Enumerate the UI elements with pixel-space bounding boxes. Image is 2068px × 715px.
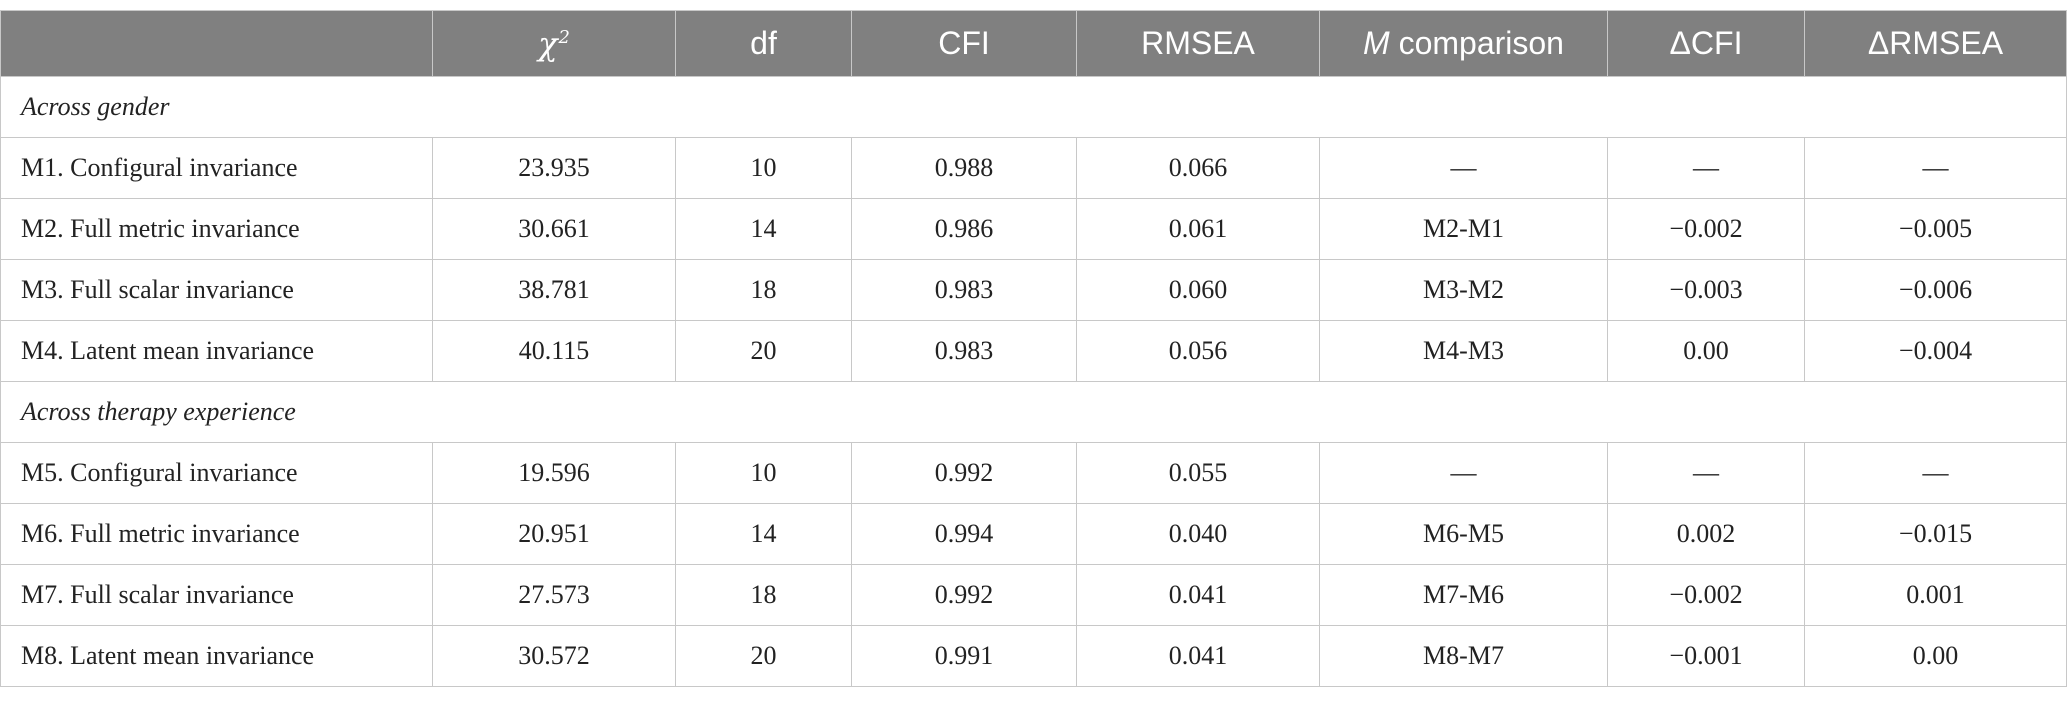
df-cell: 14 bbox=[675, 503, 852, 565]
section-row-gender: Across gender bbox=[0, 76, 2067, 138]
comparison-cell: — bbox=[1319, 442, 1608, 504]
model-cell: M5. Configural invariance bbox=[0, 442, 433, 504]
rmsea-cell: 0.060 bbox=[1076, 259, 1320, 321]
model-cell: M1. Configural invariance bbox=[0, 137, 433, 199]
delta-rmsea-cell: −0.004 bbox=[1804, 320, 2067, 382]
model-cell: M7. Full scalar invariance bbox=[0, 564, 433, 626]
chi2-cell: 40.115 bbox=[432, 320, 676, 382]
comparison-cell: M2-M1 bbox=[1319, 198, 1608, 260]
rmsea-cell: 0.041 bbox=[1076, 564, 1320, 626]
header-comparison-text: comparison bbox=[1389, 25, 1564, 61]
chi2-cell: 30.661 bbox=[432, 198, 676, 260]
table-row: M4. Latent mean invariance 40.115 20 0.9… bbox=[0, 320, 2067, 382]
delta-rmsea-cell: −0.006 bbox=[1804, 259, 2067, 321]
rmsea-cell: 0.040 bbox=[1076, 503, 1320, 565]
cfi-cell: 0.986 bbox=[851, 198, 1077, 260]
table-header: χ2 df CFI RMSEA M comparison ΔCFI ΔRMSEA bbox=[0, 10, 2067, 77]
header-delta-rmsea: ΔRMSEA bbox=[1804, 10, 2067, 77]
table-row: M5. Configural invariance 19.596 10 0.99… bbox=[0, 442, 2067, 504]
rmsea-cell: 0.066 bbox=[1076, 137, 1320, 199]
delta-cfi-cell: — bbox=[1607, 442, 1805, 504]
chi-exponent: 2 bbox=[558, 26, 570, 48]
delta-rmsea-cell: −0.015 bbox=[1804, 503, 2067, 565]
df-cell: 10 bbox=[675, 137, 852, 199]
chi2-cell: 30.572 bbox=[432, 625, 676, 687]
section-row-therapy: Across therapy experience bbox=[0, 381, 2067, 443]
chi-symbol: χ bbox=[538, 24, 558, 63]
section-title: Across gender bbox=[0, 76, 2067, 138]
df-cell: 20 bbox=[675, 625, 852, 687]
rmsea-cell: 0.055 bbox=[1076, 442, 1320, 504]
chi2-cell: 19.596 bbox=[432, 442, 676, 504]
delta-cfi-cell: −0.002 bbox=[1607, 564, 1805, 626]
comparison-cell: M6-M5 bbox=[1319, 503, 1608, 565]
table-row: M7. Full scalar invariance 27.573 18 0.9… bbox=[0, 564, 2067, 626]
rmsea-cell: 0.061 bbox=[1076, 198, 1320, 260]
comparison-cell: M8-M7 bbox=[1319, 625, 1608, 687]
delta-cfi-cell: 0.00 bbox=[1607, 320, 1805, 382]
model-cell: M8. Latent mean invariance bbox=[0, 625, 433, 687]
delta-rmsea-cell: — bbox=[1804, 137, 2067, 199]
cfi-cell: 0.994 bbox=[851, 503, 1077, 565]
model-cell: M4. Latent mean invariance bbox=[0, 320, 433, 382]
table-body: Across gender M1. Configural invariance … bbox=[0, 76, 2067, 687]
delta-cfi-cell: −0.003 bbox=[1607, 259, 1805, 321]
section-title: Across therapy experience bbox=[0, 381, 2067, 443]
header-row: χ2 df CFI RMSEA M comparison ΔCFI ΔRMSEA bbox=[0, 10, 2067, 77]
header-chi-square: χ2 bbox=[432, 10, 676, 77]
delta-cfi-cell: −0.001 bbox=[1607, 625, 1805, 687]
chi2-cell: 27.573 bbox=[432, 564, 676, 626]
cfi-cell: 0.983 bbox=[851, 259, 1077, 321]
table-row: M3. Full scalar invariance 38.781 18 0.9… bbox=[0, 259, 2067, 321]
header-cfi: CFI bbox=[851, 10, 1077, 77]
df-cell: 10 bbox=[675, 442, 852, 504]
comparison-cell: M3-M2 bbox=[1319, 259, 1608, 321]
table-row: M1. Configural invariance 23.935 10 0.98… bbox=[0, 137, 2067, 199]
rmsea-cell: 0.056 bbox=[1076, 320, 1320, 382]
chi2-cell: 38.781 bbox=[432, 259, 676, 321]
header-df: df bbox=[675, 10, 852, 77]
cfi-cell: 0.988 bbox=[851, 137, 1077, 199]
table-row: M6. Full metric invariance 20.951 14 0.9… bbox=[0, 503, 2067, 565]
header-stub bbox=[0, 10, 433, 77]
delta-cfi-cell: 0.002 bbox=[1607, 503, 1805, 565]
chi2-cell: 23.935 bbox=[432, 137, 676, 199]
df-cell: 20 bbox=[675, 320, 852, 382]
df-cell: 14 bbox=[675, 198, 852, 260]
delta-cfi-cell: — bbox=[1607, 137, 1805, 199]
comparison-cell: M7-M6 bbox=[1319, 564, 1608, 626]
table-row: M2. Full metric invariance 30.661 14 0.9… bbox=[0, 198, 2067, 260]
comparison-cell: M4-M3 bbox=[1319, 320, 1608, 382]
delta-cfi-cell: −0.002 bbox=[1607, 198, 1805, 260]
model-cell: M6. Full metric invariance bbox=[0, 503, 433, 565]
cfi-cell: 0.991 bbox=[851, 625, 1077, 687]
chi2-cell: 20.951 bbox=[432, 503, 676, 565]
header-rmsea: RMSEA bbox=[1076, 10, 1320, 77]
invariance-table: χ2 df CFI RMSEA M comparison ΔCFI ΔRMSEA… bbox=[0, 10, 2067, 687]
model-cell: M2. Full metric invariance bbox=[0, 198, 433, 260]
header-comparison: M comparison bbox=[1319, 10, 1608, 77]
rmsea-cell: 0.041 bbox=[1076, 625, 1320, 687]
delta-rmsea-cell: 0.00 bbox=[1804, 625, 2067, 687]
df-cell: 18 bbox=[675, 564, 852, 626]
cfi-cell: 0.992 bbox=[851, 564, 1077, 626]
cfi-cell: 0.983 bbox=[851, 320, 1077, 382]
header-comparison-m: M bbox=[1363, 25, 1390, 61]
table-row: M8. Latent mean invariance 30.572 20 0.9… bbox=[0, 625, 2067, 687]
df-cell: 18 bbox=[675, 259, 852, 321]
comparison-cell: — bbox=[1319, 137, 1608, 199]
delta-rmsea-cell: — bbox=[1804, 442, 2067, 504]
delta-rmsea-cell: −0.005 bbox=[1804, 198, 2067, 260]
header-delta-cfi: ΔCFI bbox=[1607, 10, 1805, 77]
model-cell: M3. Full scalar invariance bbox=[0, 259, 433, 321]
delta-rmsea-cell: 0.001 bbox=[1804, 564, 2067, 626]
cfi-cell: 0.992 bbox=[851, 442, 1077, 504]
